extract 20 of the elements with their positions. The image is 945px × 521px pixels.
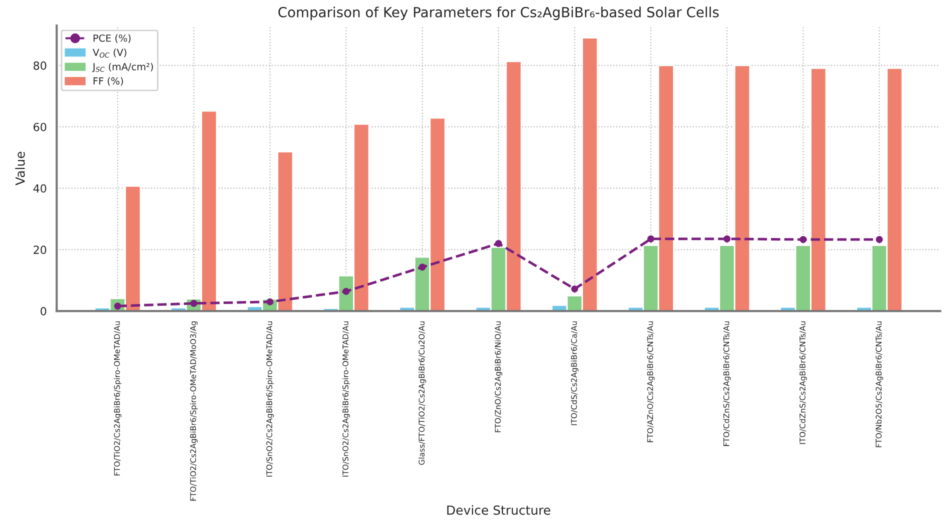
point — [876, 236, 883, 243]
point — [724, 235, 730, 242]
y-tick-label: 0 — [40, 307, 46, 316]
legend-label: FF (%) — [94, 77, 123, 86]
point — [495, 240, 502, 247]
legend-label: V$_{OC}$ (V) — [92, 48, 126, 58]
y-tick-label: 20 — [34, 246, 46, 254]
legend-label: PCE (%) — [94, 34, 131, 43]
y-axis-title: Value — [15, 152, 25, 186]
legend-label: J$_{SC}$ (mA/cm²) — [92, 62, 153, 72]
point — [571, 285, 578, 292]
y-tick-label: 40 — [33, 184, 46, 193]
chart-title: Comparison of Key Parameters for Cs₂AgBiBr₆-based Solar Cells — [278, 6, 719, 20]
x-axis-title: Device Structure — [447, 505, 550, 515]
point — [418, 264, 426, 271]
point — [800, 236, 807, 243]
point — [647, 235, 654, 242]
y-tick-label: 80 — [34, 61, 46, 70]
y-tick-label: 60 — [34, 122, 46, 132]
point — [342, 288, 350, 295]
